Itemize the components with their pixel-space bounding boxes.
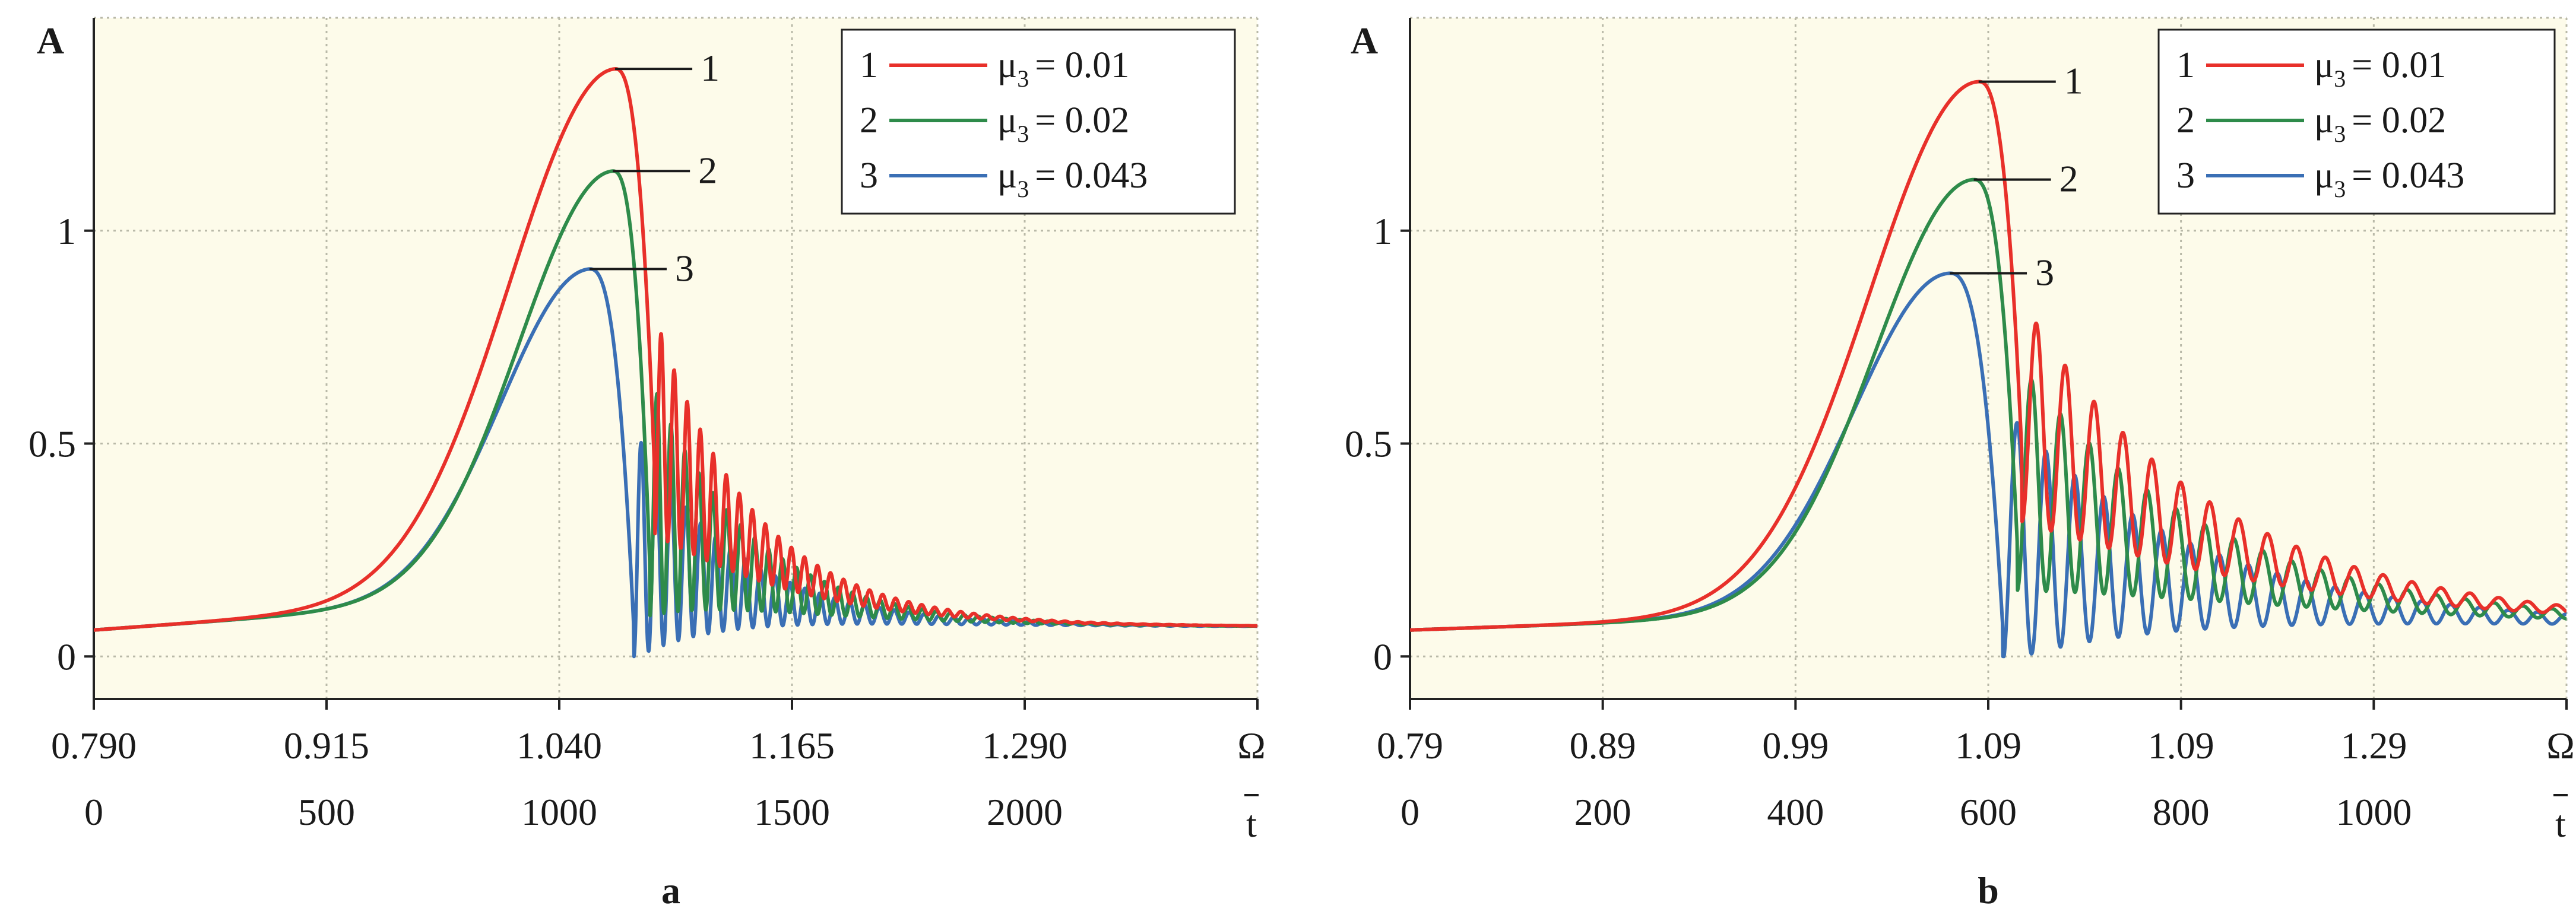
legend: 1 μ3 = 0.01 2 μ3 = 0.02 3 μ3 = 0.043	[841, 28, 1236, 215]
y-tick-label: 0	[57, 636, 76, 678]
panel-a: 0 0.5 1 0.790 0.915 1.040 1.165 1.290 Ω 0 500 1000 1…	[28, 17, 1266, 911]
x-omega-tick-label: 0.89	[1570, 725, 1636, 767]
x-omega-tick-label: 1.165	[749, 725, 835, 767]
x-time-axis-label: t	[2555, 803, 2566, 845]
legend-number: 3	[2176, 155, 2195, 196]
y-tick-label: 0	[1373, 636, 1392, 678]
x-time-tick-label: 1000	[521, 791, 597, 833]
legend-number: 1	[2176, 45, 2195, 85]
legend-number: 2	[2176, 100, 2195, 141]
legend-entry-1: μ3 = 0.01	[997, 45, 1129, 92]
callout-label-3: 3	[675, 247, 694, 289]
legend-entry-1: μ3 = 0.01	[2314, 45, 2446, 92]
x-time-tick-label: 400	[1767, 791, 1824, 833]
legend-number: 1	[860, 45, 878, 85]
panel-label: b	[1978, 869, 1999, 911]
x-omega-axis-label: Ω	[2546, 725, 2575, 767]
x-time-tick-label: 0	[1401, 791, 1420, 833]
panel-b: 0 0.5 1 0.79 0.89 0.99 1.09 1.09 1.29 Ω 0 200 400 600…	[1345, 17, 2575, 911]
panel-label: a	[661, 869, 680, 911]
callout-label-1: 1	[2064, 60, 2083, 102]
x-omega-tick-label: 1.290	[982, 725, 1067, 767]
y-tick-label: 1	[1373, 210, 1392, 252]
x-time-tick-label: 500	[298, 791, 355, 833]
series-group	[1410, 80, 2567, 659]
series-line-1	[94, 67, 1257, 632]
legend-entry-2: μ3 = 0.02	[2314, 100, 2446, 147]
legend: 1 μ3 = 0.01 2 μ3 = 0.02 3 μ3 = 0.043	[2157, 28, 2556, 215]
x-omega-tick-label: 0.915	[284, 725, 369, 767]
y-axis-label: A	[1351, 20, 1378, 62]
x-time-tick-label: 1000	[2336, 791, 2412, 833]
legend-number: 3	[860, 155, 878, 196]
callout-label-2: 2	[2059, 158, 2078, 200]
legend-entry-3: μ3 = 0.043	[997, 155, 1148, 202]
legend-entry-2: μ3 = 0.02	[997, 100, 1129, 147]
x-omega-tick-label: 0.99	[1762, 725, 1829, 767]
x-time-tick-label: 800	[2153, 791, 2210, 833]
y-tick-label: 0.5	[1345, 423, 1392, 465]
x-omega-axis-label: Ω	[1237, 725, 1266, 767]
x-omega-tick-label: 0.790	[51, 725, 137, 767]
callout-label-1: 1	[701, 47, 720, 89]
x-time-tick-label: 600	[1960, 791, 2017, 833]
legend-entry-3: μ3 = 0.043	[2314, 155, 2464, 202]
x-time-tick-label: 200	[1574, 791, 1631, 833]
x-omega-tick-label: 1.09	[2148, 725, 2214, 767]
x-time-axis-label: t	[1246, 803, 1257, 845]
y-tick-label: 0.5	[28, 423, 76, 465]
callout-label-3: 3	[2035, 252, 2054, 294]
x-time-tick-label: 2000	[987, 791, 1063, 833]
legend-number: 2	[860, 100, 878, 141]
x-time-tick-label: 0	[84, 791, 103, 833]
series-group	[94, 67, 1257, 659]
x-omega-tick-label: 0.79	[1377, 725, 1443, 767]
callout-label-2: 2	[698, 149, 717, 191]
x-omega-tick-label: 1.040	[517, 725, 602, 767]
y-axis-label: A	[37, 20, 64, 62]
y-tick-label: 1	[57, 210, 76, 252]
x-omega-tick-label: 1.29	[2340, 725, 2407, 767]
x-omega-tick-label: 1.09	[1955, 725, 2021, 767]
x-time-tick-label: 1500	[754, 791, 830, 833]
series-line-1	[1410, 80, 2567, 632]
